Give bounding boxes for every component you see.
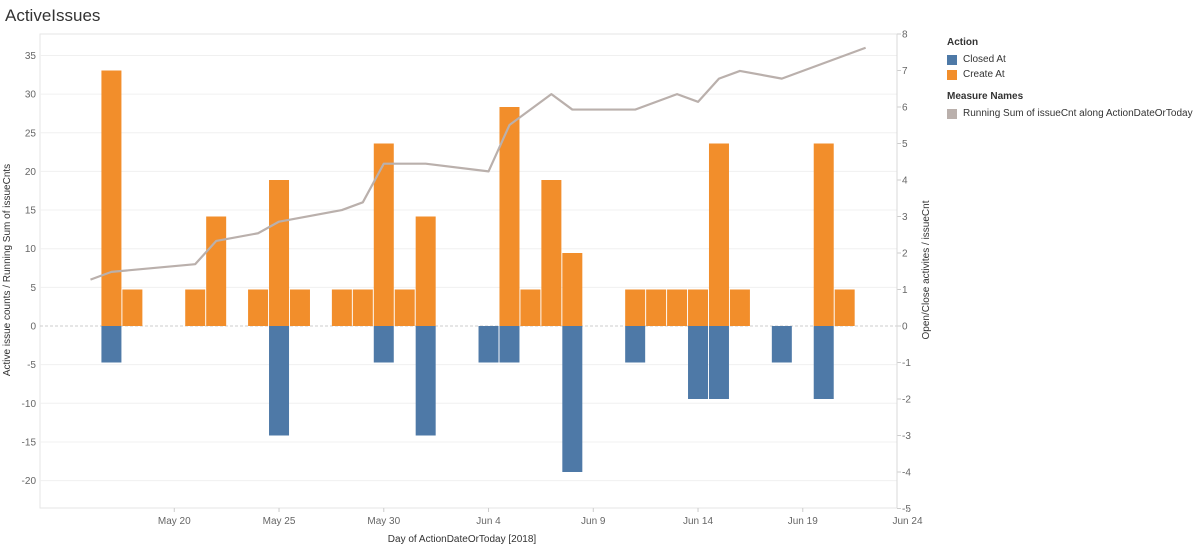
right-tick-label: -3 [902,431,911,442]
x-axis-ticks: May 20 May 25 May 30 Jun 4 Jun 9 Jun 14 Jun 19… [158,508,923,527]
bar-closed-at[interactable] [269,326,290,436]
x-tick-label: May 25 [263,516,296,527]
legend-measure-title: Measure Names [947,91,1024,102]
bar-closed-at[interactable] [813,326,834,399]
right-tick-label: 6 [902,103,908,114]
running-sum-line [90,46,867,281]
x-tick-label: May 20 [158,516,191,527]
left-tick-label: -10 [22,399,37,410]
right-tick-label: 8 [902,30,908,41]
bar-closed-at[interactable] [415,326,436,436]
left-tick-label: 25 [25,128,37,139]
legend-label-running-sum: Running Sum of issueCnt along ActionDate… [963,108,1193,119]
legend-label-closed: Closed At [963,54,1006,65]
bar-create-at[interactable] [289,289,310,327]
bar-create-at[interactable] [520,289,541,327]
left-tick-label: 10 [25,244,37,255]
x-tick-label: May 30 [367,516,400,527]
bar-closed-at[interactable] [708,326,729,399]
bar-create-at[interactable] [625,289,646,327]
left-tick-label: 0 [30,322,36,333]
bar-closed-at[interactable] [478,326,499,363]
legend-action-group: Action Closed At Create At [947,37,1200,82]
plot-area [39,33,898,509]
bar-closed-at[interactable] [688,326,709,399]
right-axis-ticks: 8 7 6 5 4 3 2 1 0 -1 -2 -3 -4 -5 [896,30,911,515]
bar-closed-at[interactable] [373,326,394,363]
right-tick-label: 0 [902,322,908,333]
bar-create-at[interactable] [541,180,562,326]
bar-create-at[interactable] [331,289,352,327]
bar-create-at[interactable] [667,289,688,327]
right-tick-label: 5 [902,139,908,150]
legend-item-running-sum[interactable]: Running Sum of issueCnt along ActionDate… [947,106,1200,121]
legend-item-closed[interactable]: Closed At [947,52,1200,67]
right-tick-label: 1 [902,285,908,296]
bar-closed-at[interactable] [625,326,646,363]
left-tick-label: 30 [25,90,37,101]
bar-closed-at[interactable] [771,326,792,363]
left-tick-label: 20 [25,167,37,178]
bar-closed-at[interactable] [499,326,520,363]
bar-create-at[interactable] [834,289,855,327]
bar-create-at[interactable] [394,289,415,327]
bar-closed-at[interactable] [101,326,122,363]
right-tick-label: 2 [902,249,908,260]
bar-create-at[interactable] [688,289,709,327]
legend-measure-group: Measure Names Running Sum of issueCnt al… [947,91,1200,121]
bar-create-at[interactable] [206,216,227,327]
left-axis-title: Active issue counts / Running Sum of iss… [2,164,13,376]
left-tick-label: 35 [25,51,37,62]
bar-create-at[interactable] [646,289,667,327]
gridlines [39,33,898,509]
bar-create-at[interactable] [373,143,394,327]
x-tick-label: Jun 4 [476,516,501,527]
left-tick-label: -20 [22,476,37,487]
bar-create-at[interactable] [269,180,290,326]
bar-create-at[interactable] [499,107,520,326]
x-tick-label: Jun 24 [893,516,923,527]
bar-create-at[interactable] [122,289,143,327]
line-running-sum[interactable] [90,46,867,281]
bar-create-at[interactable] [248,289,269,327]
bars [101,70,855,472]
legend-swatch-running-sum [947,108,957,119]
bar-create-at[interactable] [352,289,373,327]
x-tick-label: Jun 9 [581,516,606,527]
bar-create-at[interactable] [729,289,750,327]
page-title: ActiveIssues [5,6,101,25]
legend-label-create: Create At [963,69,1005,80]
bar-closed-at[interactable] [562,326,583,472]
legend-item-create[interactable]: Create At [947,67,1200,82]
left-tick-label: 5 [30,283,36,294]
bar-create-at[interactable] [185,289,206,327]
right-axis-title: Open/Close activites / issueCnt [921,200,932,339]
bar-create-at[interactable] [708,143,729,327]
right-tick-label: -2 [902,395,911,406]
x-tick-label: Jun 14 [683,516,713,527]
x-tick-label: Jun 19 [788,516,818,527]
right-tick-label: 3 [902,212,908,223]
left-tick-label: 15 [25,206,37,217]
right-tick-label: 4 [902,176,908,187]
right-tick-label: 7 [902,66,908,77]
left-tick-label: -15 [22,437,37,448]
left-tick-label: -5 [27,360,36,371]
legend-action-title: Action [947,37,979,48]
legend-swatch-closed [947,54,957,65]
right-tick-label: -5 [902,504,911,515]
bar-create-at[interactable] [101,70,122,327]
bar-create-at[interactable] [415,216,436,327]
right-tick-label: -1 [902,358,911,369]
left-axis-ticks: 35 30 25 20 15 10 5 0 -5 -10 -15 -20 [22,51,37,487]
bar-create-at[interactable] [813,143,834,327]
legend: Action Closed At Create At Measure Names… [947,37,1200,130]
x-axis-title: Day of ActionDateOrToday [2018] [388,534,537,545]
legend-swatch-create [947,69,957,80]
right-tick-label: -4 [902,468,911,479]
bar-create-at[interactable] [562,253,583,326]
